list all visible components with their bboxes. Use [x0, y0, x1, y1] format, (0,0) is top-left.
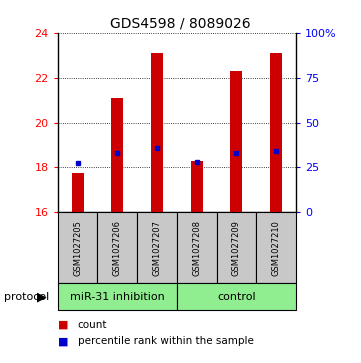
Bar — [151, 53, 163, 212]
Text: GSM1027208: GSM1027208 — [192, 220, 201, 276]
FancyBboxPatch shape — [217, 212, 256, 283]
FancyBboxPatch shape — [137, 212, 177, 283]
Text: miR-31 inhibition: miR-31 inhibition — [70, 292, 165, 302]
Text: count: count — [78, 320, 107, 330]
Text: ▶: ▶ — [37, 290, 46, 303]
Bar — [112, 98, 123, 212]
Text: protocol: protocol — [4, 292, 49, 302]
Text: GSM1027206: GSM1027206 — [113, 220, 122, 276]
Text: GSM1027205: GSM1027205 — [73, 220, 82, 276]
Text: GDS4598 / 8089026: GDS4598 / 8089026 — [110, 16, 251, 30]
Text: GSM1027209: GSM1027209 — [232, 220, 241, 276]
Bar — [71, 173, 84, 212]
FancyBboxPatch shape — [256, 212, 296, 283]
Bar — [231, 71, 243, 212]
FancyBboxPatch shape — [177, 212, 217, 283]
Text: ■: ■ — [58, 336, 68, 346]
Text: ■: ■ — [58, 320, 68, 330]
Text: percentile rank within the sample: percentile rank within the sample — [78, 336, 253, 346]
Bar — [270, 53, 282, 212]
Text: GSM1027207: GSM1027207 — [153, 220, 161, 276]
Bar — [191, 161, 203, 212]
FancyBboxPatch shape — [97, 212, 137, 283]
FancyBboxPatch shape — [58, 212, 97, 283]
FancyBboxPatch shape — [177, 283, 296, 310]
Text: GSM1027210: GSM1027210 — [272, 220, 280, 276]
Text: control: control — [217, 292, 256, 302]
FancyBboxPatch shape — [58, 283, 177, 310]
